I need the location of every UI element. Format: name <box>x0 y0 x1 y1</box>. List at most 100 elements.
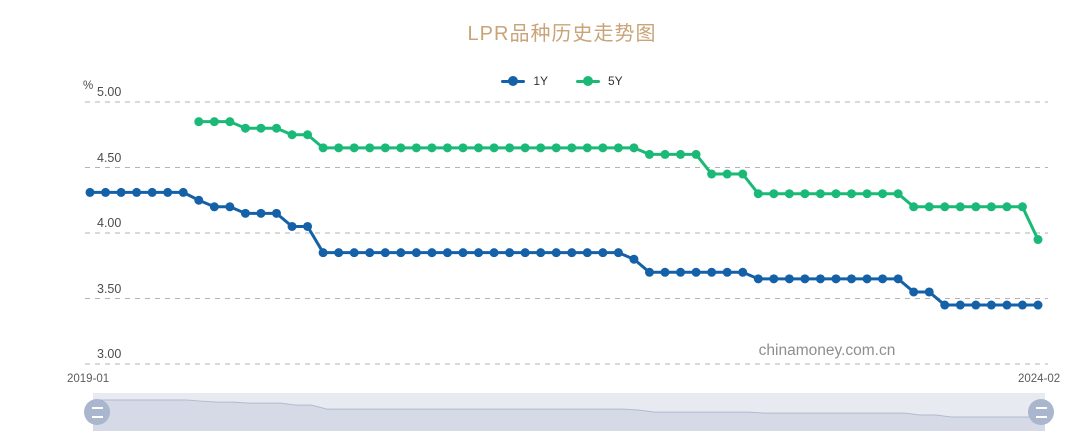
data-point-5Y[interactable] <box>458 143 468 153</box>
data-point-5Y[interactable] <box>474 143 484 153</box>
data-point-1Y[interactable] <box>132 187 142 197</box>
datazoom-left-handle[interactable] <box>84 399 110 425</box>
data-point-1Y[interactable] <box>334 248 344 258</box>
data-point-5Y[interactable] <box>1002 202 1012 212</box>
data-point-1Y[interactable] <box>411 248 421 258</box>
datazoom-slider[interactable] <box>84 393 1054 431</box>
data-point-5Y[interactable] <box>1033 235 1043 245</box>
data-point-1Y[interactable] <box>738 267 748 277</box>
data-point-1Y[interactable] <box>427 248 437 258</box>
data-point-1Y[interactable] <box>474 248 484 258</box>
data-point-1Y[interactable] <box>1002 300 1012 310</box>
data-point-5Y[interactable] <box>769 189 779 199</box>
data-point-1Y[interactable] <box>909 287 919 297</box>
data-point-5Y[interactable] <box>442 143 452 153</box>
data-point-5Y[interactable] <box>644 149 654 159</box>
data-point-1Y[interactable] <box>769 274 779 284</box>
data-point-5Y[interactable] <box>1017 202 1027 212</box>
data-point-5Y[interactable] <box>613 143 623 153</box>
data-point-5Y[interactable] <box>847 189 857 199</box>
data-point-5Y[interactable] <box>349 143 359 153</box>
data-point-5Y[interactable] <box>660 149 670 159</box>
data-point-5Y[interactable] <box>753 189 763 199</box>
data-point-5Y[interactable] <box>784 189 794 199</box>
data-point-1Y[interactable] <box>676 267 686 277</box>
data-point-5Y[interactable] <box>209 117 219 127</box>
data-point-1Y[interactable] <box>878 274 888 284</box>
data-point-5Y[interactable] <box>380 143 390 153</box>
data-point-5Y[interactable] <box>924 202 934 212</box>
data-point-5Y[interactable] <box>411 143 421 153</box>
legend-item-1y[interactable]: 1Y <box>501 74 548 88</box>
data-point-5Y[interactable] <box>940 202 950 212</box>
data-point-1Y[interactable] <box>209 202 219 212</box>
data-point-5Y[interactable] <box>738 169 748 179</box>
data-point-1Y[interactable] <box>924 287 934 297</box>
data-point-5Y[interactable] <box>598 143 608 153</box>
data-point-1Y[interactable] <box>862 274 872 284</box>
data-point-5Y[interactable] <box>225 117 235 127</box>
data-point-1Y[interactable] <box>163 187 173 197</box>
data-point-1Y[interactable] <box>147 187 157 197</box>
data-point-1Y[interactable] <box>520 248 530 258</box>
data-point-5Y[interactable] <box>893 189 903 199</box>
data-point-5Y[interactable] <box>971 202 981 212</box>
data-point-5Y[interactable] <box>365 143 375 153</box>
data-point-5Y[interactable] <box>707 169 717 179</box>
data-point-5Y[interactable] <box>800 189 810 199</box>
data-point-5Y[interactable] <box>271 123 281 133</box>
data-point-5Y[interactable] <box>986 202 996 212</box>
data-point-1Y[interactable] <box>567 248 577 258</box>
data-point-1Y[interactable] <box>707 267 717 277</box>
data-point-1Y[interactable] <box>660 267 670 277</box>
data-point-5Y[interactable] <box>955 202 965 212</box>
data-point-5Y[interactable] <box>551 143 561 153</box>
data-point-5Y[interactable] <box>396 143 406 153</box>
data-point-1Y[interactable] <box>85 187 95 197</box>
data-point-5Y[interactable] <box>582 143 592 153</box>
data-point-1Y[interactable] <box>256 208 266 218</box>
data-point-1Y[interactable] <box>365 248 375 258</box>
data-point-5Y[interactable] <box>815 189 825 199</box>
data-point-1Y[interactable] <box>847 274 857 284</box>
data-point-5Y[interactable] <box>831 189 841 199</box>
data-point-5Y[interactable] <box>256 123 266 133</box>
data-point-5Y[interactable] <box>862 189 872 199</box>
data-point-5Y[interactable] <box>489 143 499 153</box>
data-point-1Y[interactable] <box>303 221 313 231</box>
data-point-1Y[interactable] <box>194 195 204 205</box>
data-point-1Y[interactable] <box>551 248 561 258</box>
data-point-1Y[interactable] <box>536 248 546 258</box>
data-point-5Y[interactable] <box>691 149 701 159</box>
data-point-1Y[interactable] <box>225 202 235 212</box>
data-point-5Y[interactable] <box>567 143 577 153</box>
data-point-1Y[interactable] <box>800 274 810 284</box>
data-point-5Y[interactable] <box>536 143 546 153</box>
legend-item-5y[interactable]: 5Y <box>576 74 623 88</box>
data-point-1Y[interactable] <box>287 221 297 231</box>
data-point-5Y[interactable] <box>878 189 888 199</box>
data-point-5Y[interactable] <box>722 169 732 179</box>
data-point-1Y[interactable] <box>349 248 359 258</box>
data-point-1Y[interactable] <box>1033 300 1043 310</box>
data-point-1Y[interactable] <box>753 274 763 284</box>
data-point-5Y[interactable] <box>194 117 204 127</box>
data-point-5Y[interactable] <box>303 130 313 140</box>
data-point-1Y[interactable] <box>986 300 996 310</box>
data-point-1Y[interactable] <box>784 274 794 284</box>
data-point-5Y[interactable] <box>520 143 530 153</box>
data-point-5Y[interactable] <box>427 143 437 153</box>
data-point-1Y[interactable] <box>971 300 981 310</box>
data-point-1Y[interactable] <box>613 248 623 258</box>
data-point-1Y[interactable] <box>598 248 608 258</box>
datazoom-right-handle[interactable] <box>1028 399 1054 425</box>
data-point-1Y[interactable] <box>318 248 328 258</box>
data-point-1Y[interactable] <box>489 248 499 258</box>
data-point-1Y[interactable] <box>691 267 701 277</box>
data-point-5Y[interactable] <box>318 143 328 153</box>
data-point-1Y[interactable] <box>893 274 903 284</box>
data-point-5Y[interactable] <box>505 143 515 153</box>
data-point-1Y[interactable] <box>178 187 188 197</box>
data-point-1Y[interactable] <box>442 248 452 258</box>
data-point-1Y[interactable] <box>722 267 732 277</box>
